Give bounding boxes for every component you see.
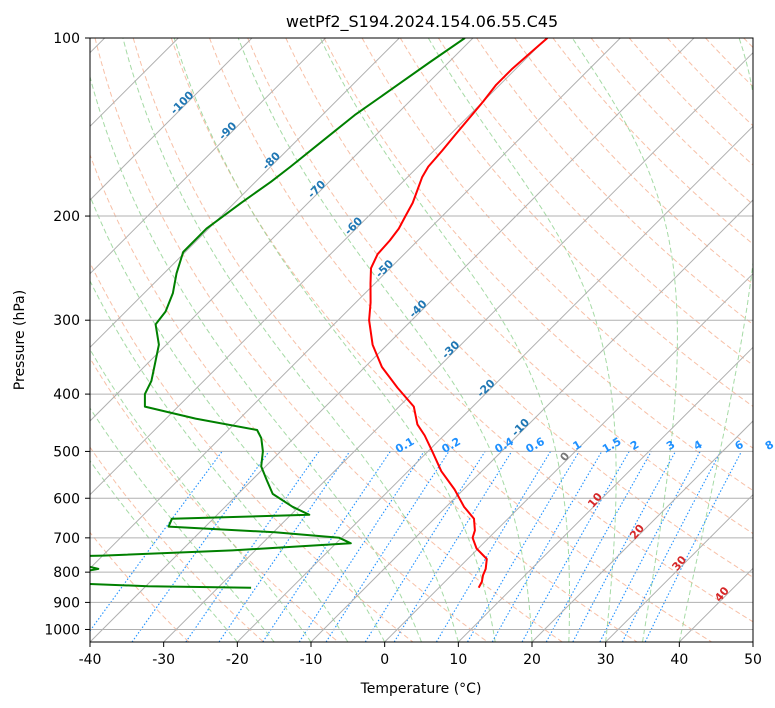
dry-adiabat [247,38,753,578]
mixing-ratio-line [644,451,742,642]
isotherm-line [90,38,695,642]
isotherm-line [236,125,753,642]
y-tick-label: 500 [53,444,80,460]
y-axis-label: Pressure (hPa) [12,290,28,390]
mixing-ratio-line [364,451,486,642]
dry-adiabat [437,38,753,366]
mixing-ratio-line [131,451,270,642]
dry-adiabat [90,153,488,642]
moist-adiabat [427,38,617,642]
y-tick-label: 700 [53,531,80,547]
mixing-ratio-line [599,451,701,642]
moist-adiabat [319,38,570,642]
moist-adiabat [90,459,238,642]
isotherm-line [310,199,753,642]
moist-adiabat [122,38,459,642]
x-tick-label: 20 [523,652,541,668]
mixing-ratio-line [621,451,722,642]
dry-adiabat [361,38,753,449]
y-tick-label: 800 [53,565,80,581]
dry-adiabat [285,38,753,535]
dry-adiabat [170,38,712,642]
y-tick-label: 600 [53,491,80,507]
isotherm-line [457,346,753,642]
dewpoint-profile [90,38,466,589]
y-tick-label: 200 [53,209,80,225]
dry-adiabat [90,261,414,642]
mixing-ratio-line [521,451,630,642]
chart-title: wetPf2_S194.2024.154.06.55.C45 [286,12,558,32]
isotherm-line [90,38,400,349]
x-tick-label: 0 [380,652,389,668]
mixing-ratio-line [572,451,676,642]
moist-adiabat [173,38,496,642]
mixing-ratio-line [185,451,320,642]
x-tick-label: -40 [79,652,102,668]
x-tick-label: -10 [300,652,323,668]
axis-ticks: -40 -30 -20 -10 0 10 20 30 40 50 100 200 300 400 500 60… [44,31,762,668]
moist-adiabat [90,194,386,642]
isotherm-line [90,38,327,275]
dry-adiabat [94,38,563,642]
isotherm-line [90,38,621,570]
isotherm-line [90,38,253,201]
x-tick-label: -30 [152,652,175,668]
mixing-ratio-line [393,451,513,642]
mixing-ratio-line [435,451,552,642]
y-tick-label: 400 [53,387,80,403]
x-tick-label: 40 [670,652,688,668]
isotherm-line [605,493,753,642]
moist-adiabat [237,38,533,642]
x-axis-label: Temperature (°C) [360,681,482,697]
plot-frame [89,37,754,643]
mixing-ratio-line [218,451,351,642]
mixing-ratio-line [325,451,450,642]
dry-adiabat [476,38,753,326]
dry-adiabat [323,38,753,492]
mixing-ratio-line [298,451,425,642]
dry-adiabat [132,38,638,642]
isotherm-line [384,272,753,642]
moist-adiabat [90,407,275,642]
x-tick-label: -20 [226,652,249,668]
mixing-ratio-line [90,451,223,632]
x-tick-label: 30 [597,652,615,668]
mixing-ratio-line [262,451,391,642]
temperature-profile [368,38,549,589]
y-tick-label: 1000 [44,622,80,638]
x-tick-label: 50 [744,652,762,668]
moist-adiabat [678,38,753,642]
mixing-ratio-line [545,451,652,642]
isotherm-line [531,420,753,642]
dry-adiabat [90,446,264,642]
isotherm-line [90,38,548,496]
dry-adiabat [514,38,753,285]
profile-lines [90,38,549,589]
isotherm-line [163,51,753,642]
moist-adiabat [571,38,678,642]
y-tick-label: 300 [53,313,80,329]
dry-adiabat [90,531,190,642]
background-lines [90,38,753,642]
y-tick-label: 900 [53,595,80,611]
isotherm-line [90,38,474,422]
dry-adiabat [399,38,753,408]
x-tick-label: 10 [449,652,467,668]
y-tick-label: 100 [53,31,80,47]
dry-adiabat [209,38,753,623]
